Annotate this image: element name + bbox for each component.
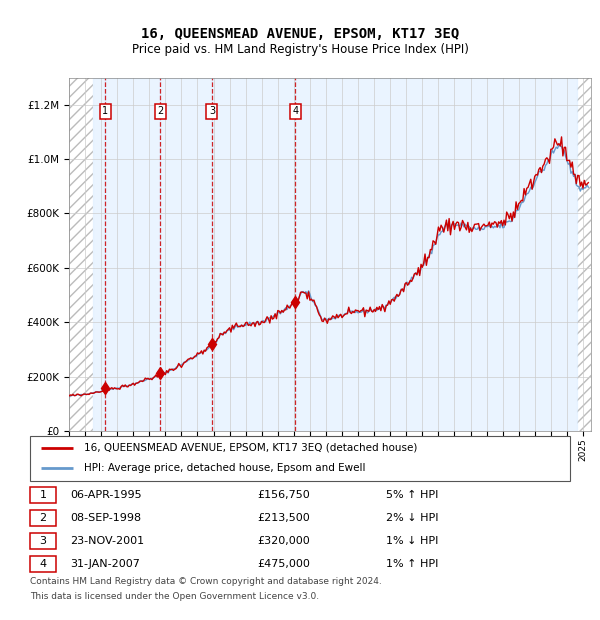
Text: £475,000: £475,000 [257, 559, 310, 569]
Text: £213,500: £213,500 [257, 513, 310, 523]
Text: 16, QUEENSMEAD AVENUE, EPSOM, KT17 3EQ (detached house): 16, QUEENSMEAD AVENUE, EPSOM, KT17 3EQ (… [84, 443, 418, 453]
Text: 4: 4 [292, 106, 298, 116]
Text: 4: 4 [40, 559, 47, 569]
FancyBboxPatch shape [30, 556, 56, 572]
Text: 31-JAN-2007: 31-JAN-2007 [71, 559, 140, 569]
Text: 5% ↑ HPI: 5% ↑ HPI [386, 490, 439, 500]
Text: 1: 1 [40, 490, 46, 500]
FancyBboxPatch shape [30, 436, 570, 480]
Text: 08-SEP-1998: 08-SEP-1998 [71, 513, 142, 523]
Text: 1% ↓ HPI: 1% ↓ HPI [386, 536, 439, 546]
Bar [69, 78, 93, 431]
Text: 23-NOV-2001: 23-NOV-2001 [71, 536, 145, 546]
Text: Price paid vs. HM Land Registry's House Price Index (HPI): Price paid vs. HM Land Registry's House … [131, 43, 469, 56]
FancyBboxPatch shape [30, 510, 56, 526]
Bar [295, 78, 577, 431]
Text: HPI: Average price, detached house, Epsom and Ewell: HPI: Average price, detached house, Epso… [84, 463, 365, 474]
Text: 2: 2 [40, 513, 47, 523]
Text: 3: 3 [40, 536, 46, 546]
FancyBboxPatch shape [30, 487, 56, 503]
Text: This data is licensed under the Open Government Licence v3.0.: This data is licensed under the Open Gov… [30, 592, 319, 601]
Text: 06-APR-1995: 06-APR-1995 [71, 490, 142, 500]
Bar [577, 78, 591, 431]
Text: 1: 1 [103, 106, 109, 116]
Text: 16, QUEENSMEAD AVENUE, EPSOM, KT17 3EQ: 16, QUEENSMEAD AVENUE, EPSOM, KT17 3EQ [141, 27, 459, 41]
Bar [106, 78, 160, 431]
Text: £320,000: £320,000 [257, 536, 310, 546]
Text: 1% ↑ HPI: 1% ↑ HPI [386, 559, 439, 569]
FancyBboxPatch shape [30, 533, 56, 549]
Text: 2: 2 [157, 106, 164, 116]
Text: 2% ↓ HPI: 2% ↓ HPI [386, 513, 439, 523]
Bar [160, 78, 212, 431]
Text: £156,750: £156,750 [257, 490, 310, 500]
Bar [93, 78, 106, 431]
Text: 3: 3 [209, 106, 215, 116]
Bar [212, 78, 295, 431]
Text: Contains HM Land Registry data © Crown copyright and database right 2024.: Contains HM Land Registry data © Crown c… [30, 577, 382, 586]
